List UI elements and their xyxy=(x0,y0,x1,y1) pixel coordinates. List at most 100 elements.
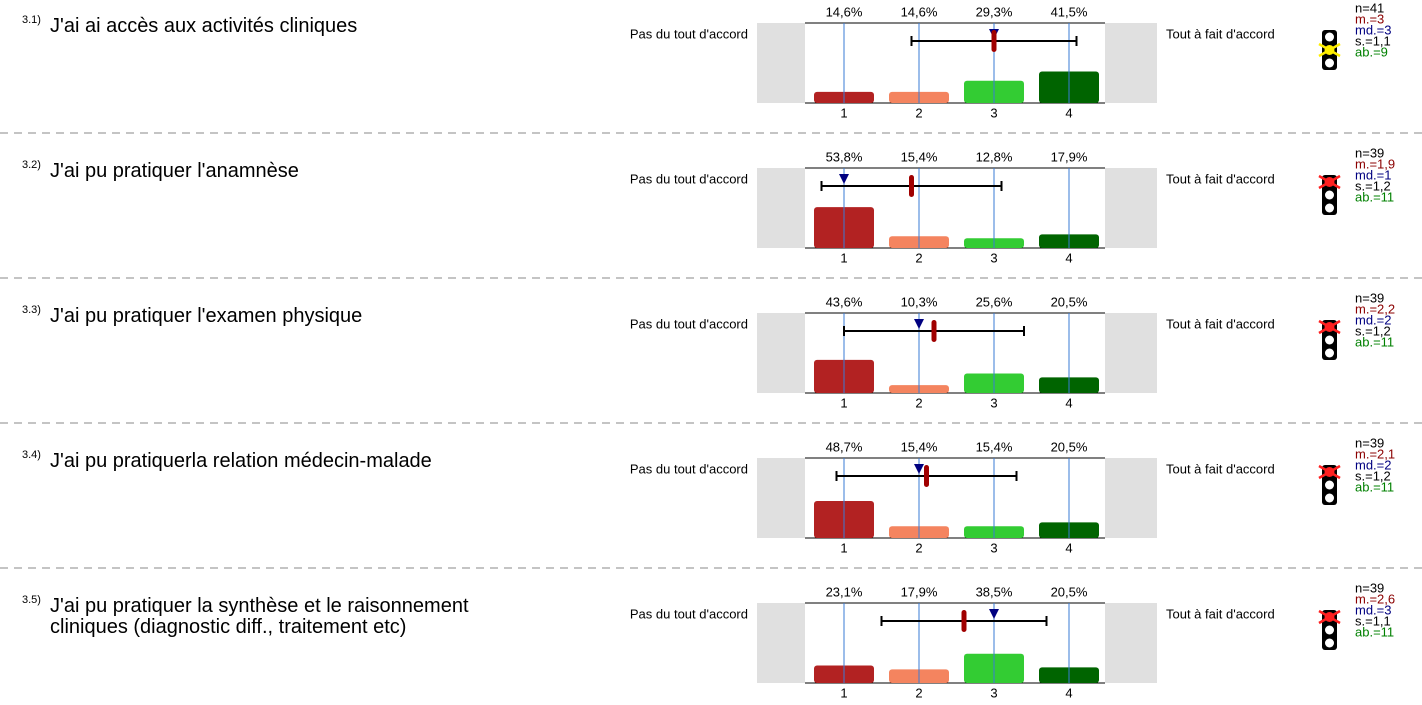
question-number: 3.5) xyxy=(22,594,41,606)
stat-sd: s.=1,2 xyxy=(1355,178,1391,193)
category-label: 2 xyxy=(915,105,922,120)
stat-median: md.=3 xyxy=(1355,602,1392,617)
stat-abstentions: ab.=11 xyxy=(1355,334,1394,349)
stat-mean: m.=2,6 xyxy=(1355,591,1395,606)
right-label: Tout à fait d'accord xyxy=(1166,461,1275,476)
gray-zone xyxy=(1105,23,1157,103)
stat-abstentions: ab.=9 xyxy=(1355,44,1388,59)
value-label: 43,6% xyxy=(826,294,863,309)
light-cross xyxy=(1318,609,1341,625)
light xyxy=(1325,203,1334,213)
value-label: 38,5% xyxy=(976,584,1013,599)
light xyxy=(1325,638,1334,648)
question-number: 3.4) xyxy=(22,449,41,461)
stat-n: n=39 xyxy=(1355,580,1384,595)
value-label: 41,5% xyxy=(1051,4,1088,19)
category-label: 1 xyxy=(840,250,847,265)
left-label: Pas du tout d'accord xyxy=(630,26,748,41)
right-label: Tout à fait d'accord xyxy=(1166,316,1275,331)
value-label: 15,4% xyxy=(901,149,938,164)
light xyxy=(1325,190,1334,200)
question-number: 3.2) xyxy=(22,159,41,171)
value-label: 25,6% xyxy=(976,294,1013,309)
value-label: 48,7% xyxy=(826,439,863,454)
left-label: Pas du tout d'accord xyxy=(630,461,748,476)
mean-marker xyxy=(991,30,997,52)
category-label: 3 xyxy=(990,105,997,120)
category-label: 3 xyxy=(990,540,997,555)
left-label: Pas du tout d'accord xyxy=(630,171,748,186)
value-label: 20,5% xyxy=(1051,294,1088,309)
value-label: 20,5% xyxy=(1051,439,1088,454)
stat-sd: s.=1,2 xyxy=(1355,323,1391,338)
stat-mean: m.=2,2 xyxy=(1355,301,1395,316)
light-cross xyxy=(1318,174,1341,190)
left-label: Pas du tout d'accord xyxy=(630,606,748,621)
value-label: 14,6% xyxy=(901,4,938,19)
gray-zone xyxy=(757,168,805,248)
gray-zone xyxy=(757,458,805,538)
left-label: Pas du tout d'accord xyxy=(630,316,748,331)
light xyxy=(1325,32,1334,42)
category-label: 1 xyxy=(840,540,847,555)
stat-sd: s.=1,1 xyxy=(1355,33,1391,48)
stat-median: md.=2 xyxy=(1355,312,1392,327)
category-label: 1 xyxy=(840,685,847,700)
value-label: 17,9% xyxy=(1051,149,1088,164)
category-label: 4 xyxy=(1065,395,1072,410)
light-cross xyxy=(1318,464,1341,480)
light xyxy=(1325,625,1334,635)
median-marker xyxy=(839,174,849,184)
right-label: Tout à fait d'accord xyxy=(1166,26,1275,41)
category-label: 4 xyxy=(1065,250,1072,265)
value-label: 20,5% xyxy=(1051,584,1088,599)
gray-zone xyxy=(757,23,805,103)
category-label: 4 xyxy=(1065,105,1072,120)
stat-n: n=39 xyxy=(1355,145,1384,160)
stat-sd: s.=1,1 xyxy=(1355,613,1391,628)
question-text: J'ai pu pratiquer la synthèse et le rais… xyxy=(50,595,469,638)
value-label: 15,4% xyxy=(901,439,938,454)
gray-zone xyxy=(757,603,805,683)
value-label: 14,6% xyxy=(826,4,863,19)
stat-median: md.=1 xyxy=(1355,167,1392,182)
value-label: 53,8% xyxy=(826,149,863,164)
light xyxy=(1325,58,1334,68)
gray-zone xyxy=(1105,168,1157,248)
stat-n: n=41 xyxy=(1355,0,1384,15)
value-label: 15,4% xyxy=(976,439,1013,454)
question-number: 3.3) xyxy=(22,304,41,316)
category-label: 4 xyxy=(1065,540,1072,555)
category-label: 3 xyxy=(990,250,997,265)
category-label: 1 xyxy=(840,105,847,120)
category-label: 2 xyxy=(915,395,922,410)
light-cross xyxy=(1318,42,1341,58)
value-label: 10,3% xyxy=(901,294,938,309)
category-label: 2 xyxy=(915,685,922,700)
category-label: 1 xyxy=(840,395,847,410)
stat-mean: m.=2,1 xyxy=(1355,446,1395,461)
stat-abstentions: ab.=11 xyxy=(1355,479,1394,494)
value-label: 12,8% xyxy=(976,149,1013,164)
question-text: J'ai pu pratiquerla relation médecin-mal… xyxy=(50,450,432,472)
stat-median: md.=3 xyxy=(1355,22,1392,37)
value-label: 29,3% xyxy=(976,4,1013,19)
median-marker xyxy=(989,609,999,619)
gray-zone xyxy=(1105,603,1157,683)
stat-mean: m.=1,9 xyxy=(1355,156,1395,171)
category-label: 4 xyxy=(1065,685,1072,700)
gray-zone xyxy=(1105,458,1157,538)
mean-marker xyxy=(909,175,914,197)
category-label: 2 xyxy=(915,250,922,265)
mean-marker xyxy=(924,465,929,487)
stat-n: n=39 xyxy=(1355,290,1384,305)
mean-marker xyxy=(961,610,967,632)
question-number: 3.1) xyxy=(22,14,41,26)
stat-mean: m.=3 xyxy=(1355,11,1384,26)
light xyxy=(1325,493,1334,503)
stat-median: md.=2 xyxy=(1355,457,1392,472)
median-marker xyxy=(914,319,924,329)
gray-zone xyxy=(757,313,805,393)
